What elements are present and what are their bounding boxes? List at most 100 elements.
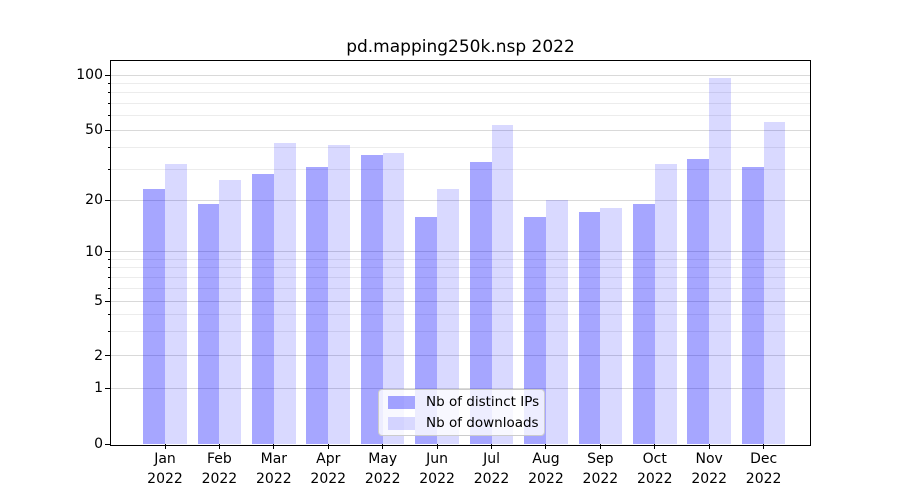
x-tick-mark xyxy=(218,444,220,449)
x-tick-label: Jul 2022 xyxy=(460,450,524,489)
x-tick-mark xyxy=(708,444,710,449)
x-tick-label: Oct 2022 xyxy=(623,450,687,489)
gridline-minor xyxy=(111,313,810,315)
y-minor-tick-mark xyxy=(108,82,111,84)
y-minor-tick-mark xyxy=(108,287,111,289)
bar-downloads xyxy=(273,143,296,445)
gridline-minor xyxy=(111,258,810,260)
x-tick-label: Nov 2022 xyxy=(677,450,741,489)
y-tick-mark xyxy=(105,443,111,445)
x-tick-label: Feb 2022 xyxy=(187,450,251,489)
x-tick-month: May xyxy=(368,451,398,467)
gridline-minor xyxy=(111,168,810,170)
x-tick-mark xyxy=(599,444,601,449)
x-tick-mark xyxy=(327,444,329,449)
bar-downloads xyxy=(709,78,731,445)
x-tick-mark xyxy=(273,444,275,449)
bar-downloads xyxy=(600,207,623,445)
bar-downloads xyxy=(763,122,786,445)
x-tick-label: Jan 2022 xyxy=(133,450,197,489)
bar-distinct-ips xyxy=(415,216,438,445)
gridline-major xyxy=(111,129,810,131)
bar-distinct-ips xyxy=(578,212,601,445)
bar-distinct-ips xyxy=(197,203,220,445)
y-tick-label: 1 xyxy=(94,380,103,397)
x-tick-year: 2022 xyxy=(310,470,347,487)
x-tick-year: 2022 xyxy=(256,470,292,487)
x-tick-year: 2022 xyxy=(745,470,782,487)
bar-downloads xyxy=(219,179,242,445)
x-tick-month: Apr xyxy=(316,451,341,467)
x-tick-label: Aug 2022 xyxy=(514,450,578,489)
x-tick-year: 2022 xyxy=(201,470,238,487)
y-tick-label: 2 xyxy=(94,347,103,364)
gridline-major xyxy=(111,199,810,201)
x-tick-label: Mar 2022 xyxy=(242,450,306,489)
gridline-major xyxy=(111,74,810,76)
bar-distinct-ips xyxy=(252,174,274,445)
x-tick-label: Dec 2022 xyxy=(732,450,796,489)
y-tick-mark xyxy=(105,387,111,389)
y-tick-label: 5 xyxy=(94,293,103,309)
bar-downloads xyxy=(654,164,677,445)
x-tick-month: Jun xyxy=(426,451,449,467)
legend-item-downloads: Nb of downloads xyxy=(388,415,539,432)
legend: Nb of distinct IPs Nb of downloads xyxy=(378,389,545,436)
bar-distinct-ips xyxy=(632,203,655,445)
y-minor-tick-mark xyxy=(108,92,111,94)
bar-downloads xyxy=(437,189,459,445)
gridline-minor xyxy=(111,276,810,278)
bar-distinct-ips xyxy=(687,159,710,445)
x-tick-mark xyxy=(164,444,166,449)
bar-distinct-ips xyxy=(469,161,492,445)
y-minor-tick-mark xyxy=(108,102,111,104)
bar-distinct-ips xyxy=(360,155,383,445)
x-tick-mark xyxy=(654,444,656,449)
gridline-minor xyxy=(111,82,810,84)
bar-downloads xyxy=(165,164,187,445)
bar-downloads xyxy=(491,125,514,445)
gridline-minor xyxy=(111,330,810,332)
x-tick-mark xyxy=(436,444,438,449)
gridline-major xyxy=(111,251,810,253)
y-tick-mark xyxy=(105,355,111,357)
y-tick-mark xyxy=(105,74,111,76)
x-tick-label: Apr 2022 xyxy=(296,450,360,489)
y-minor-tick-mark xyxy=(108,267,111,269)
gridline-minor xyxy=(111,267,810,269)
y-minor-tick-mark xyxy=(108,115,111,117)
y-minor-tick-mark xyxy=(108,276,111,278)
legend-swatch-distinct-ips xyxy=(388,395,415,409)
x-tick-mark xyxy=(491,444,493,449)
legend-item-distinct-ips: Nb of distinct IPs xyxy=(388,394,539,411)
y-tick-label: 0 xyxy=(94,436,103,453)
x-tick-month: Oct xyxy=(642,451,667,467)
bar-distinct-ips xyxy=(306,166,329,445)
gridline-major xyxy=(111,387,810,389)
gridline-minor xyxy=(111,287,810,289)
y-tick-mark xyxy=(105,199,111,201)
gridline-major xyxy=(111,300,810,302)
y-tick-mark xyxy=(105,300,111,302)
x-tick-month: Feb xyxy=(207,451,232,467)
x-tick-label: May 2022 xyxy=(351,450,415,489)
legend-label-distinct-ips: Nb of distinct IPs xyxy=(426,393,540,410)
y-minor-tick-mark xyxy=(108,146,111,148)
y-tick-label: 50 xyxy=(85,122,103,138)
x-tick-year: 2022 xyxy=(473,470,510,487)
bar-distinct-ips xyxy=(741,166,764,445)
bar-distinct-ips xyxy=(524,216,546,445)
y-tick-mark xyxy=(105,251,111,253)
gridline-minor xyxy=(111,146,810,148)
x-tick-mark xyxy=(763,444,765,449)
y-tick-label: 20 xyxy=(85,192,103,208)
y-tick-label: 10 xyxy=(85,243,103,260)
x-tick-label: Sep 2022 xyxy=(568,450,632,489)
bar-downloads xyxy=(328,145,351,445)
gridline-minor xyxy=(111,92,810,94)
x-tick-month: Jul xyxy=(483,451,500,467)
legend-swatch-downloads xyxy=(388,416,415,430)
gridline-minor xyxy=(111,115,810,117)
